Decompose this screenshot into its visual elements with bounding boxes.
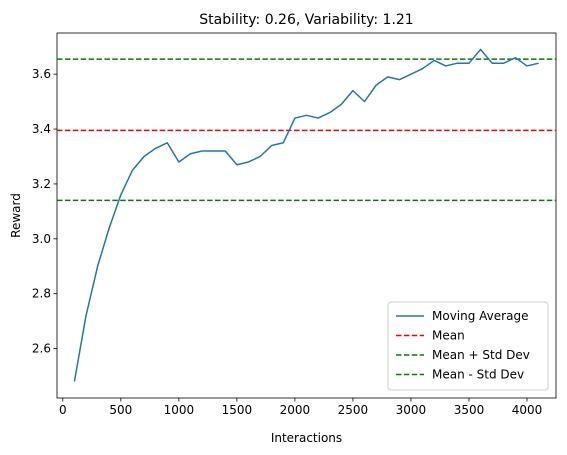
x-tick-label: 2000: [280, 403, 311, 417]
x-tick-label: 0: [59, 403, 67, 417]
y-axis-label: Reward: [9, 193, 23, 238]
legend-box: [387, 301, 549, 391]
x-tick-label: 1500: [222, 403, 253, 417]
x-tick-label: 3500: [454, 403, 485, 417]
legend-label: Mean: [432, 329, 465, 343]
series-layer: [73, 48, 539, 382]
x-tick-label: 4000: [512, 403, 543, 417]
legend-label: Mean - Std Dev: [432, 368, 524, 382]
plot-area: [56, 32, 557, 399]
x-axis-label: Interactions: [271, 431, 342, 445]
x-tick-label: 3000: [396, 403, 427, 417]
legend: Moving Average Mean Mean + Std Dev Mean - S…: [387, 301, 549, 391]
series-line-0: [73, 48, 539, 382]
y-tick-label: 3.4: [32, 122, 51, 136]
y-tick-label: 3.2: [32, 177, 51, 191]
legend-label: Moving Average: [432, 309, 528, 323]
y-axis: 2.6 2.8 3.0 3.2 3.4 3.6: [32, 67, 57, 356]
x-tick-label: 1000: [164, 403, 195, 417]
y-tick-label: 2.6: [32, 342, 51, 356]
y-tick-label: 3.6: [32, 67, 51, 81]
reference-lines: [57, 58, 556, 202]
x-axis: 0 500 1000 1500 2000 2500 3000 3500 4000: [59, 398, 542, 417]
legend-label: Mean + Std Dev: [432, 348, 530, 362]
y-tick-label: 2.8: [32, 287, 51, 301]
x-tick-label: 2500: [338, 403, 369, 417]
chart-title: Stability: 0.26, Variability: 1.21: [199, 12, 413, 28]
y-tick-label: 3.0: [32, 232, 51, 246]
x-tick-label: 500: [109, 403, 132, 417]
